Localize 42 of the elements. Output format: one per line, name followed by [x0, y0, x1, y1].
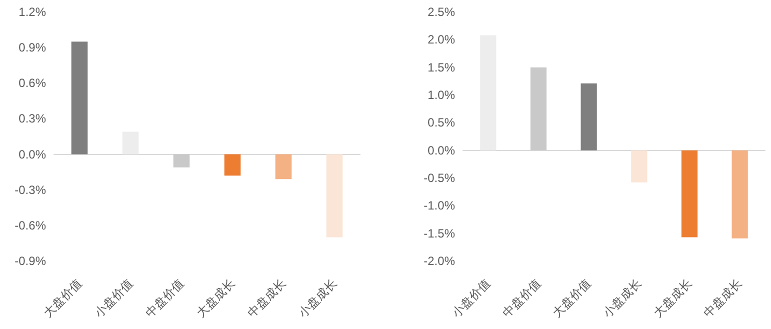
- x-tick-label: 小盘价值: [92, 276, 136, 320]
- y-tick-label: -0.9%: [14, 254, 46, 268]
- bar: [173, 154, 190, 168]
- x-tick-label: 大盘成长: [194, 276, 238, 320]
- x-tick-label: 中盘价值: [500, 276, 544, 320]
- bar: [580, 83, 597, 150]
- y-tick-label: -1.0%: [424, 198, 456, 213]
- y-tick-label: 0.0%: [18, 147, 46, 162]
- y-tick-label: 2.5%: [428, 5, 456, 19]
- y-tick-label: 2.0%: [428, 32, 456, 47]
- bar: [681, 150, 698, 238]
- bar: [71, 42, 88, 154]
- y-tick-label: -1.5%: [424, 226, 456, 240]
- x-tick-label: 中盘成长: [244, 276, 288, 320]
- x-tick-label: 中盘价值: [142, 276, 186, 320]
- bar: [732, 150, 748, 238]
- y-tick-label: 0.3%: [18, 112, 46, 126]
- y-tick-label: 1.2%: [18, 5, 46, 19]
- y-tick-label: -0.3%: [14, 182, 46, 197]
- y-tick-label: 0.5%: [428, 116, 456, 130]
- x-tick-label: 大盘价值: [550, 276, 594, 320]
- x-tick-label: 大盘价值: [40, 276, 84, 320]
- y-tick-label: -2.0%: [424, 254, 456, 268]
- x-tick-label: 中盘成长: [700, 276, 745, 320]
- bar: [530, 67, 547, 150]
- bar: [326, 154, 343, 238]
- x-tick-label: 小盘成长: [600, 276, 644, 320]
- bar: [480, 35, 496, 150]
- y-tick-label: 0.6%: [18, 76, 46, 90]
- x-tick-label: 小盘成长: [296, 276, 340, 320]
- bar: [224, 154, 241, 176]
- y-tick-label: 1.5%: [428, 60, 456, 74]
- y-tick-label: 0.0%: [428, 143, 456, 158]
- bar: [275, 154, 292, 180]
- x-tick-label: 小盘价值: [449, 276, 494, 320]
- y-tick-label: 0.9%: [18, 40, 46, 55]
- y-tick-label: 1.0%: [428, 88, 456, 102]
- x-tick-label: 大盘成长: [650, 276, 694, 320]
- y-tick-label: -0.5%: [424, 171, 456, 185]
- bar: [122, 132, 139, 154]
- y-tick-label: -0.6%: [14, 218, 46, 232]
- bar: [631, 150, 648, 182]
